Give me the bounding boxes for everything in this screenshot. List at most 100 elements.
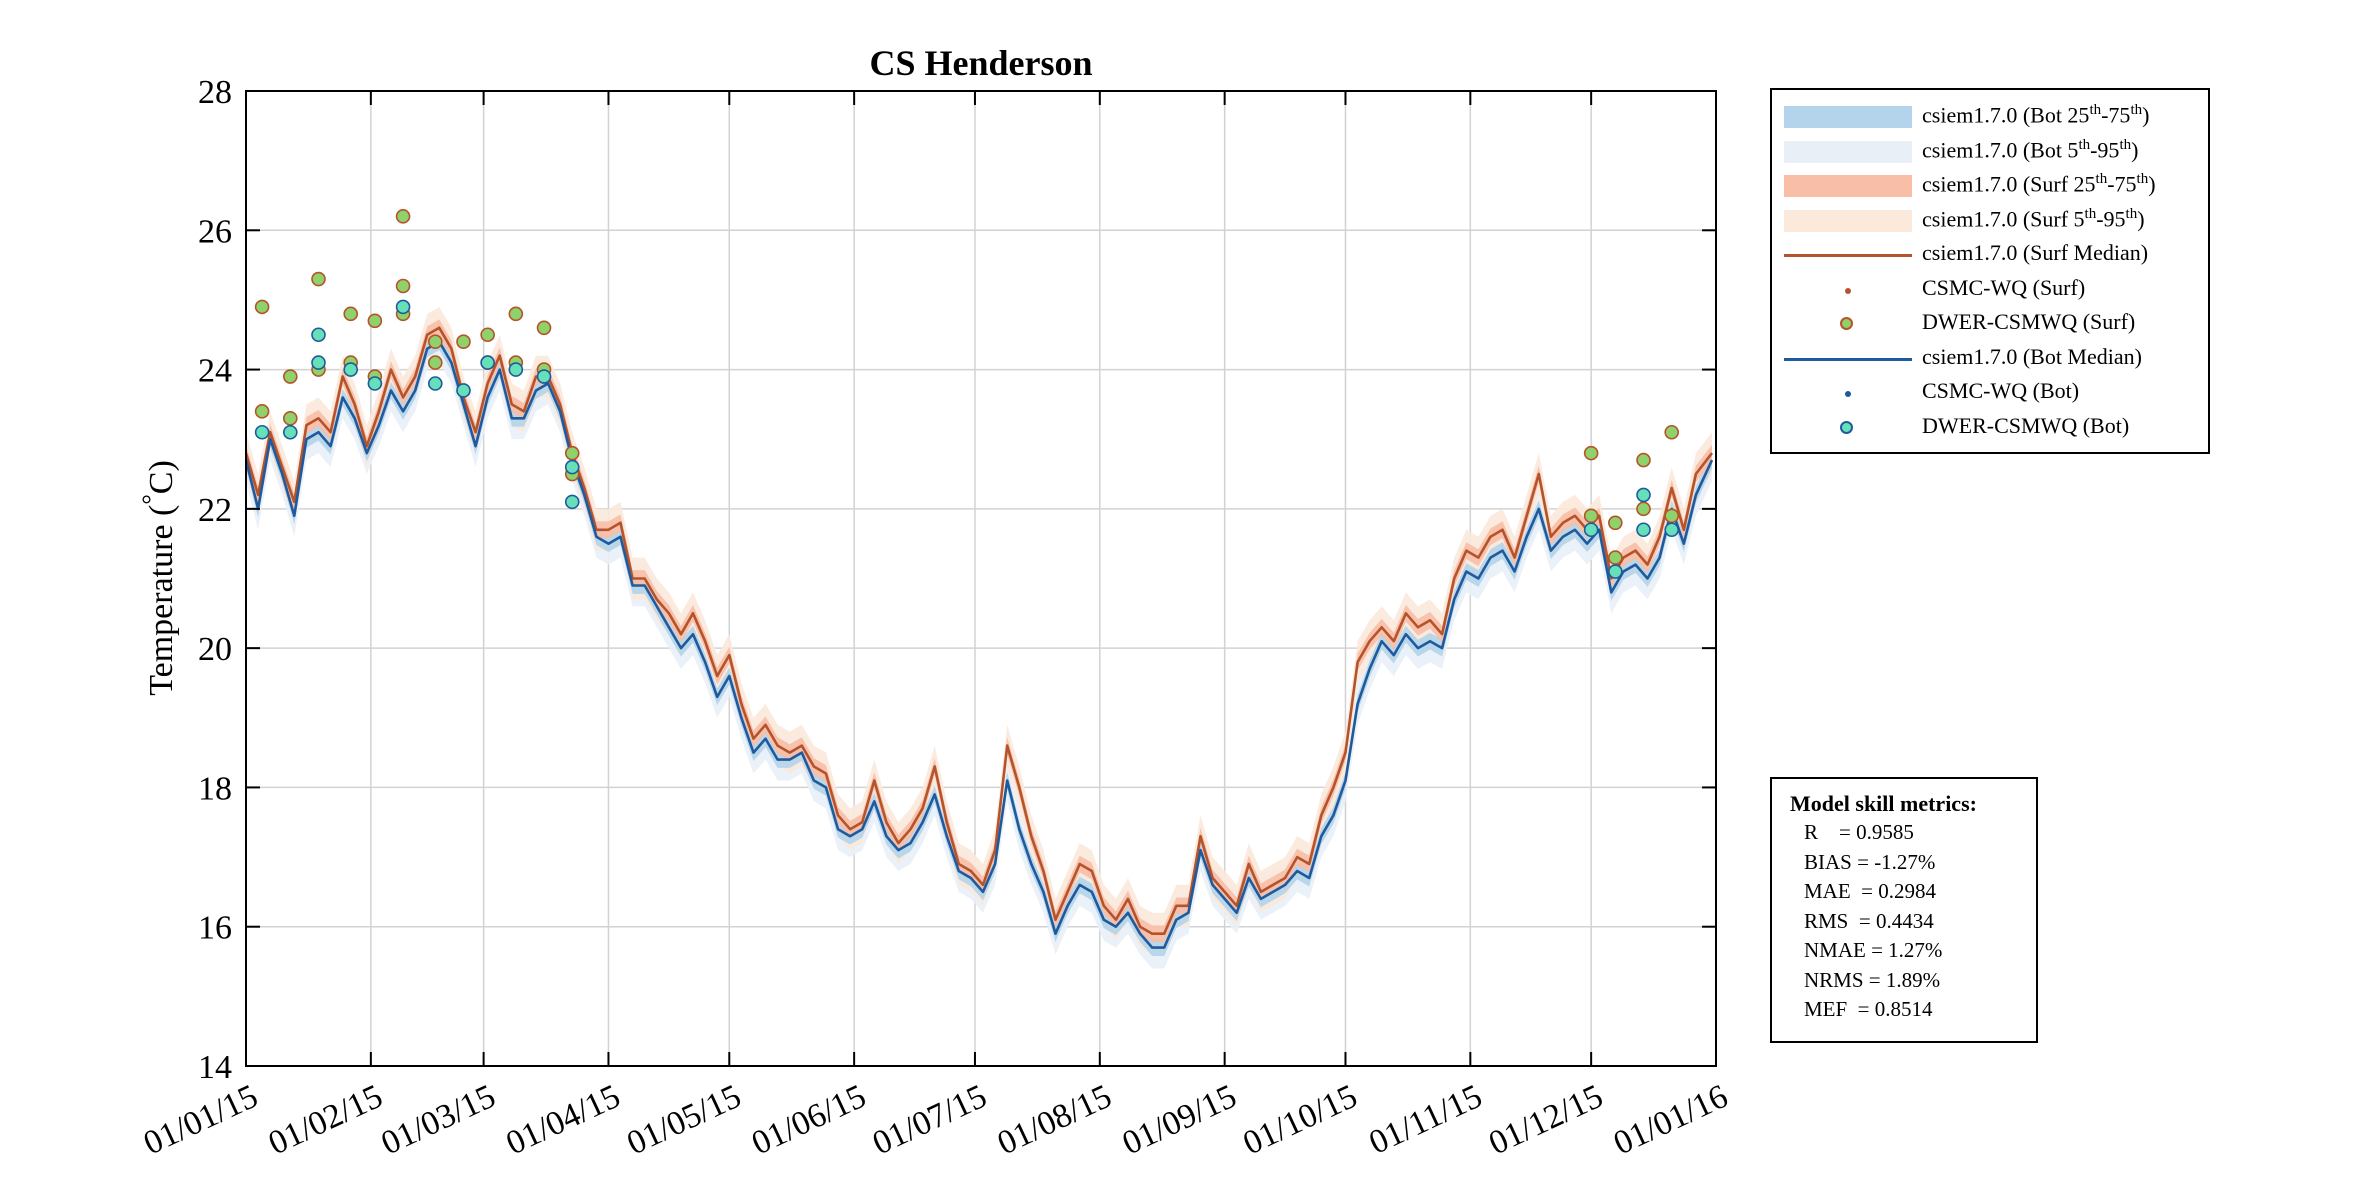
legend-swatch [1784, 254, 1912, 257]
legend-label-part: th [2130, 102, 2143, 118]
legend-label: csiem1.7.0 (Surf 25th-75th) [1922, 171, 2156, 197]
legend-swatch [1784, 140, 1912, 163]
bot-observation-point [367, 376, 383, 391]
metric-nmae: NMAE = 1.27% [1804, 938, 1943, 962]
bot-observation-point [1636, 522, 1651, 538]
chart-title: CS Henderson [869, 43, 1092, 83]
legend-label-part: csiem1.7.0 (Bot 5 [1922, 136, 2079, 162]
bot-observation-point [311, 327, 326, 343]
y-tick-label: 14 [198, 1049, 232, 1086]
surf-observation-point [1664, 424, 1679, 440]
surf-observation-point [564, 445, 580, 461]
y-tick-label: 26 [198, 213, 232, 250]
surf-observation-point [311, 271, 326, 287]
legend-swatch [1845, 287, 1851, 294]
legend-label-part: -95 [2090, 136, 2120, 162]
legend-label-part: th [2125, 205, 2138, 222]
legend-label-part: CSMC-WQ (Surf) [1922, 274, 2086, 300]
y-tick-label: 16 [198, 910, 232, 947]
metrics-title: Model skill metrics: [1790, 791, 1977, 816]
metric-mae: MAE = 0.2984 [1804, 879, 1937, 903]
legend-swatch [1784, 175, 1912, 197]
surf-observation-point [456, 334, 471, 350]
legend-label-part: ) [2131, 136, 2139, 162]
surf-observation-point [1608, 515, 1623, 531]
percentile-band [246, 319, 1712, 943]
legend-label-part: csiem1.7.0 (Bot Median) [1922, 343, 2142, 369]
surf-median-line [244, 326, 1714, 936]
legend-label-part: csiem1.7.0 (Surf Median) [1922, 240, 2149, 265]
bot-observation-point [427, 376, 443, 391]
legend-item: csiem1.7.0 (Bot 25th-75th) [1772, 98, 2208, 136]
metric-mef: MEF = 0.8514 [1804, 997, 1933, 1021]
legend-item: DWER-CSMWQ (Bot) [1772, 409, 2208, 447]
legend-label-part: ) [2142, 102, 2150, 128]
legend-label-part: ) [2137, 205, 2145, 231]
bot-observation-point [564, 459, 580, 475]
surf-observation-point [427, 355, 443, 370]
legend-item: CSMC-WQ (Bot) [1772, 374, 2208, 412]
legend-label: DWER-CSMWQ (Bot) [1922, 413, 2129, 439]
legend-label-part: th [2136, 171, 2149, 187]
y-axis-label-unit: C) [143, 460, 180, 494]
surf-observation-point [1583, 508, 1599, 524]
bot-observation-point [508, 362, 524, 377]
observation-points [254, 209, 1679, 579]
legend-label-part: th [2078, 136, 2091, 153]
legend-item: csiem1.7.0 (Surf 5th-95th) [1772, 202, 2208, 240]
y-axis-label-degree: ° [137, 494, 166, 504]
bot-observation-point [564, 494, 580, 510]
y-axis-label-main: Temperature ( [143, 505, 180, 696]
legend-label-part: CSMC-WQ (Bot) [1922, 378, 2080, 403]
legend-label: csiem1.7.0 (Bot 25th-75th) [1922, 102, 2149, 128]
surf-observation-point [367, 313, 383, 329]
legend-label-part: th [2089, 102, 2102, 118]
y-tick-label: 18 [198, 770, 232, 807]
surf-observation-point [343, 306, 359, 322]
bot-observation-point [311, 355, 326, 370]
y-axis-label: Temperature (°C) [137, 460, 180, 696]
legend: csiem1.7.0 (Bot 25th-75th) csiem1.7.0 (Bo… [1770, 88, 2210, 454]
legend-label: CSMC-WQ (Bot) [1922, 378, 2079, 404]
surf-observation-point [1583, 445, 1599, 461]
legend-label-part: DWER-CSMWQ (Bot) [1922, 412, 2130, 438]
legend-label: csiem1.7.0 (Bot Median) [1922, 344, 2142, 370]
legend-swatch [1784, 106, 1912, 128]
bot-observation-point [1608, 564, 1623, 579]
legend-swatch [1840, 420, 1853, 434]
legend-item: CSMC-WQ (Surf) [1772, 271, 2208, 309]
bot-observation-point [343, 362, 359, 377]
surf-observation-point [254, 299, 270, 315]
skill-metrics-box: Model skill metrics: R = 0.9585 BIAS = -… [1770, 777, 2038, 1043]
y-tick-label: 20 [198, 631, 232, 668]
legend-label-part: -75 [2107, 171, 2137, 197]
bot-observation-point [456, 383, 471, 398]
surf-observation-point [1636, 452, 1651, 468]
legend-label-part: -75 [2101, 102, 2131, 128]
bot-observation-point [254, 424, 270, 440]
legend-swatch [1784, 357, 1912, 361]
legend-item: csiem1.7.0 (Bot Median) [1772, 340, 2208, 378]
surf-observation-point [254, 404, 270, 419]
surf-observation-point [395, 278, 411, 294]
legend-item: csiem1.7.0 (Surf Median) [1772, 236, 2208, 274]
bot-observation-point [480, 355, 495, 370]
metric-bias: BIAS = -1.27% [1804, 849, 1936, 874]
legend-swatch [1784, 209, 1912, 232]
legend-label: DWER-CSMWQ (Surf) [1922, 309, 2135, 335]
legend-label-part: csiem1.7.0 (Surf 25 [1922, 171, 2096, 197]
legend-item: csiem1.7.0 (Surf 25th-75th) [1772, 167, 2208, 205]
legend-swatch [1845, 391, 1851, 397]
bot-observation-point [395, 299, 411, 315]
metric-nrms: NRMS = 1.89% [1804, 967, 1941, 992]
legend-label-part: csiem1.7.0 (Surf 5 [1922, 205, 2085, 231]
legend-label-part: ) [2148, 171, 2156, 197]
legend-label-part: DWER-CSMWQ (Surf) [1922, 309, 2136, 334]
legend-item: csiem1.7.0 (Bot 5th-95th) [1772, 133, 2208, 171]
legend-label-part: th [2095, 171, 2108, 187]
bot-median-line [244, 340, 1714, 949]
y-tick-label: 22 [198, 492, 232, 529]
metric-rms: RMS = 0.4434 [1804, 908, 1934, 933]
surf-observation-point [427, 334, 443, 350]
surf-observation-point [395, 209, 411, 224]
